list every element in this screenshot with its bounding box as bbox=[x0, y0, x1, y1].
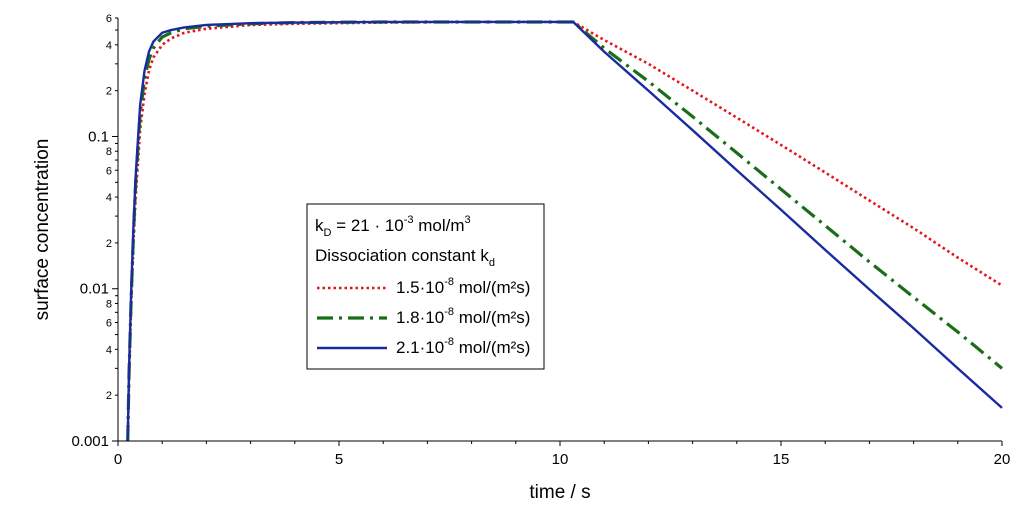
legend-box bbox=[306, 203, 545, 370]
legend-title-exp: -3 bbox=[404, 214, 414, 226]
legend-entry-prefix: 1.8·10 bbox=[396, 308, 444, 327]
x-tick-label: 20 bbox=[994, 451, 1011, 468]
legend-entry-exp: -8 bbox=[444, 336, 454, 348]
legend-entry-exp: -8 bbox=[444, 276, 454, 288]
legend-title-rest: = 21 · 10 bbox=[331, 216, 403, 235]
legend-title-line2: Dissociation constant kd bbox=[315, 246, 495, 269]
x-tick-label: 15 bbox=[773, 451, 790, 468]
x-tick-label: 10 bbox=[552, 451, 569, 468]
legend-entry-2: 1.8·10-8 mol/(m²s) bbox=[396, 306, 530, 327]
y-minor-tick-label: 4 bbox=[106, 40, 112, 52]
y-minor-tick-label: 8 bbox=[106, 298, 112, 310]
legend-title-k: k bbox=[315, 216, 324, 235]
axes-layer: 0 5 10 15 20 0.001 0.01 0.1 2 4 6 8 2 4 6 8 2 4 6 time / s s… bbox=[32, 13, 1010, 503]
y-minor-tick-label: 2 bbox=[106, 238, 112, 250]
y-minor-tick-label: 2 bbox=[106, 86, 112, 98]
legend-title-line1: kD = 21 · 10-3 mol/m3 bbox=[315, 214, 471, 239]
legend-title-unit: mol/m bbox=[414, 216, 465, 235]
legend-title-unit-exp: 3 bbox=[465, 214, 471, 226]
legend-entry-prefix: 2.1·10 bbox=[396, 338, 444, 357]
y-minor-tick-label: 8 bbox=[106, 146, 112, 158]
legend-entry-unit: mol/(m²s) bbox=[454, 308, 530, 327]
legend-entry-unit: mol/(m²s) bbox=[454, 278, 530, 297]
series-line-3 bbox=[126, 20, 1003, 442]
y-minor-tick-label: 4 bbox=[106, 192, 112, 204]
series-line-2 bbox=[126, 20, 1004, 442]
y-tick-label: 0.001 bbox=[71, 433, 109, 450]
y-minor-tick-label: 2 bbox=[106, 390, 112, 402]
legend-entry-prefix: 1.5·10 bbox=[396, 278, 444, 297]
legend-entry-3: 2.1·10-8 mol/(m²s) bbox=[396, 336, 530, 357]
legend-title2-sub: d bbox=[489, 257, 495, 269]
y-minor-tick-label: 6 bbox=[106, 165, 112, 177]
y-tick-label: 0.1 bbox=[88, 128, 109, 145]
legend-entry-exp: -8 bbox=[444, 306, 454, 318]
legend: kD = 21 · 10-3 mol/m3 Dissociation consta… bbox=[306, 203, 545, 370]
x-axis-title: time / s bbox=[529, 482, 590, 503]
y-tick-label: 0.01 bbox=[80, 281, 109, 298]
series-line-1 bbox=[126, 20, 1003, 442]
x-tick-label: 0 bbox=[114, 451, 122, 468]
series-layer bbox=[126, 20, 1004, 442]
y-axis-title: surface concentration bbox=[32, 139, 53, 321]
legend-entry-unit: mol/(m²s) bbox=[454, 338, 530, 357]
legend-title-sub: D bbox=[324, 227, 332, 239]
x-tick-label: 5 bbox=[335, 451, 343, 468]
y-minor-tick-label: 4 bbox=[106, 344, 112, 356]
y-minor-tick-label: 6 bbox=[106, 318, 112, 330]
y-minor-tick-label: 6 bbox=[106, 13, 112, 25]
legend-title2-main: Dissociation constant k bbox=[315, 246, 489, 265]
legend-entry-1: 1.5·10-8 mol/(m²s) bbox=[396, 276, 530, 297]
